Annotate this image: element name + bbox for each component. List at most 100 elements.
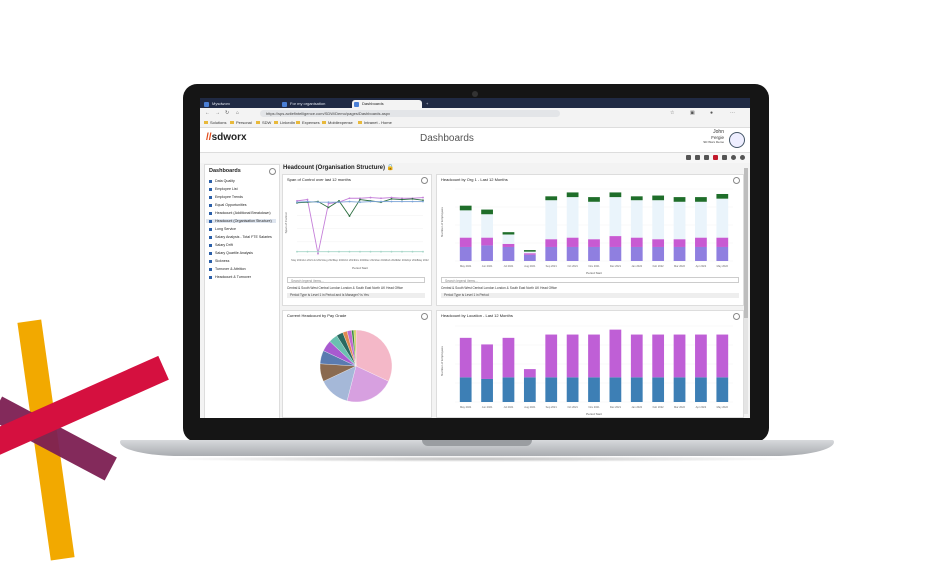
refresh-icon[interactable]: ↻ — [225, 110, 230, 116]
favorites-icon[interactable]: ☆ — [670, 110, 675, 116]
data-point — [390, 200, 393, 203]
x-tick-label: Nov 2021 — [588, 264, 600, 268]
bookmark[interactable]: Solutions — [204, 120, 226, 125]
share-icon[interactable] — [722, 155, 727, 160]
bar-segment — [481, 378, 493, 402]
sidebar-item-data-quality[interactable]: Data Quality — [209, 179, 235, 183]
x-tick-label: Sep 2021 — [333, 258, 345, 262]
bar-segment — [673, 246, 686, 261]
panel-menu-button[interactable] — [421, 177, 428, 184]
sidebar-item-employee-trends[interactable]: Employee Trends — [209, 195, 243, 199]
sidebar-item-headcount-org[interactable]: Headcount (Organisation Structure) — [206, 219, 276, 223]
sidebar-item-turnover[interactable]: Turnover & Attrition — [209, 267, 246, 271]
alert-icon[interactable] — [713, 155, 718, 160]
data-point — [327, 202, 330, 205]
extensions-icon[interactable]: ▣ — [690, 110, 695, 116]
bar-segment — [481, 344, 493, 379]
bar-segment — [459, 237, 472, 247]
bar-segment — [716, 237, 729, 247]
bar-segment — [523, 251, 536, 254]
sidebar-item-headcount-turnover[interactable]: Headcount & Turnover — [209, 275, 251, 279]
bar-segment — [502, 232, 515, 235]
x-tick-label: Sep 2021 — [546, 264, 558, 268]
bar-segment — [716, 198, 729, 238]
bar-segment — [695, 201, 707, 238]
url-input[interactable]: https://sps.actiefintelligence.com/SDW/D… — [260, 110, 560, 117]
bar-segment — [652, 246, 665, 261]
sidebar-item-employee-list[interactable]: Employee List — [209, 187, 238, 191]
y-axis-label: Number of Employees — [440, 207, 444, 237]
data-point — [348, 200, 351, 203]
sidebar-item-long-service[interactable]: Long Service — [209, 227, 236, 231]
pay-grade-pie-chart — [319, 329, 393, 403]
pin-icon[interactable] — [686, 155, 691, 160]
panel-menu-button[interactable] — [421, 313, 428, 320]
bar-segment — [566, 377, 579, 402]
bar-segment — [630, 200, 643, 238]
bar-segment — [459, 337, 472, 378]
y-axis-label: Span of Control — [284, 212, 288, 233]
panel-menu-button[interactable] — [733, 313, 740, 320]
new-tab-button[interactable]: + — [426, 101, 429, 106]
laptop-base — [120, 440, 834, 456]
bar-segment — [609, 236, 622, 247]
bar-segment — [545, 334, 558, 378]
scrollbar-thumb[interactable] — [744, 168, 748, 318]
data-point — [348, 250, 351, 253]
x-tick-label: May 2021 — [460, 405, 472, 409]
browser-tab-active[interactable]: Dashboards — [352, 100, 422, 108]
data-point — [422, 200, 424, 203]
bar-segment — [609, 377, 622, 402]
sidebar-item-salary-quartile[interactable]: Salary Quartile Analysis — [209, 251, 253, 255]
sidebar-collapse-button[interactable] — [269, 168, 276, 175]
back-icon[interactable]: ← — [205, 110, 210, 116]
more-icon[interactable]: ⋯ — [730, 110, 735, 116]
panel-menu-button[interactable] — [733, 177, 740, 184]
x-axis-label: Period Start — [586, 271, 602, 275]
browser-tab[interactable]: For my organisation — [280, 100, 350, 108]
sidebar-item-headcount-additional[interactable]: Headcount (Additional Breakdown) — [209, 211, 271, 215]
x-tick-label: Oct 2021 — [567, 405, 578, 409]
bar-segment — [630, 377, 643, 402]
bar-segment — [630, 237, 643, 247]
legend-search-input[interactable]: Search legend items... — [287, 277, 425, 283]
settings-icon[interactable] — [731, 155, 736, 160]
home-icon[interactable]: ⌂ — [236, 110, 240, 116]
page-scrollbar[interactable] — [744, 168, 748, 414]
bookmark[interactable]: Expenses — [296, 120, 320, 125]
data-point — [348, 197, 351, 200]
bar-segment — [630, 196, 643, 201]
print-icon[interactable] — [704, 155, 709, 160]
data-point — [380, 200, 382, 203]
bookmark[interactable]: LinkedIn — [274, 120, 295, 125]
headcount-by-location-panel: Headcount by Location - Last 12 Months N… — [436, 310, 744, 418]
avatar[interactable] — [729, 132, 745, 148]
x-tick-label: May 2022 — [717, 264, 729, 268]
sidebar-item-salary-analysis[interactable]: Salary Analysis - Total FTE Salaries — [209, 235, 272, 239]
bookmark[interactable]: Mobilexpense — [322, 120, 353, 125]
profile-icon[interactable]: ● — [710, 110, 714, 116]
data-point — [306, 200, 309, 203]
x-tick-label: May 2021 — [460, 264, 472, 268]
legend-search-input[interactable]: Search legend items... — [441, 277, 739, 283]
sidebar-item-equal-opportunities[interactable]: Equal Opportunities — [209, 203, 247, 207]
x-axis-label: Period Start — [352, 266, 368, 270]
browser-tab[interactable]: Mysdworx — [202, 100, 278, 108]
data-point — [401, 200, 403, 203]
data-point — [369, 200, 372, 203]
bookmark[interactable]: Personal — [230, 120, 252, 125]
help-icon[interactable] — [740, 155, 745, 160]
sidebar-item-salary-drift[interactable]: Salary Drift — [209, 243, 233, 247]
data-point — [359, 197, 361, 200]
dashboard-toolbar — [200, 153, 750, 163]
data-point — [317, 252, 319, 255]
export-icon[interactable] — [695, 155, 700, 160]
bookmark[interactable]: SDW — [256, 120, 271, 125]
data-point — [348, 215, 351, 217]
bar-segment — [523, 377, 536, 402]
bar-segment — [588, 197, 600, 202]
sidebar-item-sickness[interactable]: Sickness — [209, 259, 229, 263]
bookmark[interactable]: Intranet - Home — [358, 120, 392, 125]
data-point — [327, 206, 330, 209]
forward-icon[interactable]: → — [215, 110, 220, 116]
